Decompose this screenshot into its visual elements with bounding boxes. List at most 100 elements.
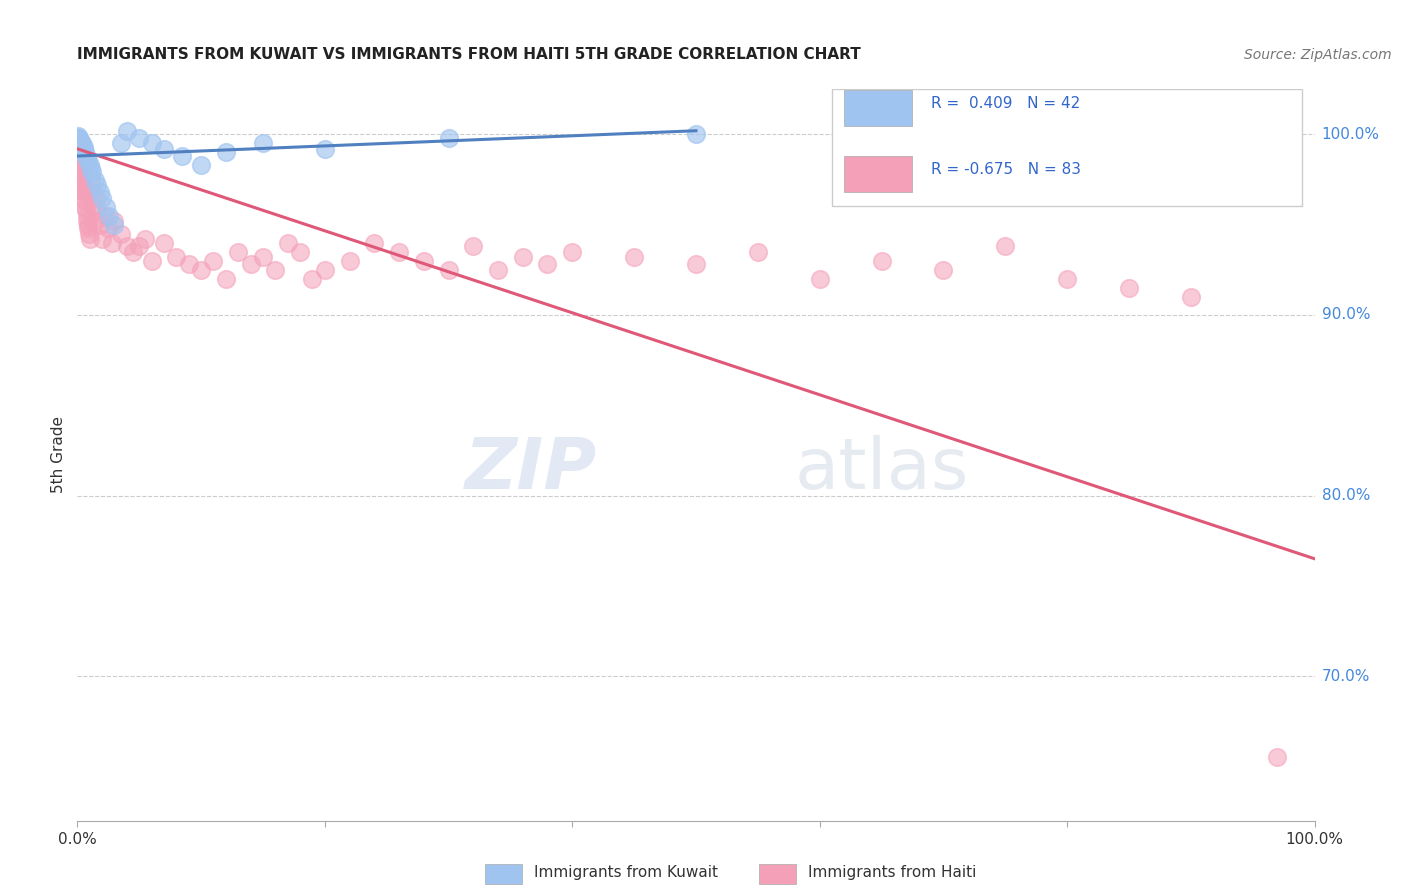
Point xyxy=(66,131,89,145)
Text: R =  0.409   N = 42: R = 0.409 N = 42 xyxy=(931,96,1080,112)
Point xyxy=(70,140,93,154)
Point xyxy=(134,232,156,246)
Point xyxy=(412,253,434,268)
Point xyxy=(141,136,163,151)
Point xyxy=(288,244,311,259)
Text: Immigrants from Haiti: Immigrants from Haiti xyxy=(808,865,977,880)
Point xyxy=(1118,281,1140,295)
Text: ZIP: ZIP xyxy=(465,435,598,504)
Point xyxy=(1056,272,1078,286)
Point xyxy=(512,250,534,264)
Point xyxy=(932,262,955,277)
Point xyxy=(84,190,107,204)
Point xyxy=(83,214,105,228)
Point xyxy=(69,156,91,170)
Text: IMMIGRANTS FROM KUWAIT VS IMMIGRANTS FROM HAITI 5TH GRADE CORRELATION CHART: IMMIGRANTS FROM KUWAIT VS IMMIGRANTS FRO… xyxy=(77,47,860,62)
Point xyxy=(83,172,105,186)
Point xyxy=(1267,750,1289,764)
Point xyxy=(486,262,509,277)
Point xyxy=(77,227,100,241)
Point xyxy=(67,133,90,147)
Point xyxy=(103,218,125,232)
Point xyxy=(165,250,187,264)
Point xyxy=(561,244,583,259)
Point xyxy=(314,142,336,156)
Point xyxy=(215,145,238,160)
Point xyxy=(91,232,114,246)
Point xyxy=(67,138,90,153)
Point xyxy=(72,183,94,197)
Point xyxy=(69,151,91,165)
Point xyxy=(72,138,94,153)
Point xyxy=(77,221,100,235)
Point xyxy=(72,140,94,154)
Point xyxy=(67,140,90,154)
Point xyxy=(79,232,101,246)
Point xyxy=(70,161,93,176)
Point xyxy=(75,200,97,214)
Point xyxy=(252,250,274,264)
Point xyxy=(437,262,460,277)
Point xyxy=(994,239,1017,253)
Point xyxy=(128,131,150,145)
Point xyxy=(141,253,163,268)
Point xyxy=(82,200,104,214)
Point xyxy=(76,151,98,165)
Point xyxy=(388,244,411,259)
FancyBboxPatch shape xyxy=(845,90,912,126)
Point xyxy=(623,250,645,264)
Point xyxy=(82,185,104,199)
Point xyxy=(215,272,238,286)
Point xyxy=(72,142,94,156)
Point xyxy=(202,253,225,268)
Point xyxy=(177,257,200,271)
Point xyxy=(77,154,100,169)
Point xyxy=(72,179,94,194)
Point xyxy=(239,257,262,271)
Point xyxy=(69,136,91,151)
Point xyxy=(67,145,90,160)
Point xyxy=(98,209,121,223)
FancyBboxPatch shape xyxy=(832,89,1302,206)
Point xyxy=(301,272,323,286)
Point xyxy=(252,136,274,151)
Point xyxy=(685,257,707,271)
Point xyxy=(70,169,93,183)
Point xyxy=(93,209,115,223)
Point xyxy=(72,185,94,199)
Point xyxy=(190,158,212,172)
Point xyxy=(79,158,101,172)
Point xyxy=(73,190,96,204)
Point xyxy=(69,153,91,167)
Point xyxy=(277,235,299,250)
Point xyxy=(73,194,96,209)
Text: Source: ZipAtlas.com: Source: ZipAtlas.com xyxy=(1244,48,1392,62)
Point xyxy=(101,235,124,250)
Point xyxy=(75,203,97,218)
Text: 70.0%: 70.0% xyxy=(1322,669,1369,683)
Text: 100.0%: 100.0% xyxy=(1322,127,1379,142)
Point xyxy=(76,218,98,232)
Point xyxy=(67,142,90,156)
Point xyxy=(97,221,120,235)
Point xyxy=(69,136,91,151)
Point xyxy=(86,178,108,192)
Point xyxy=(314,262,336,277)
Point xyxy=(70,165,93,179)
Point xyxy=(94,200,117,214)
Point xyxy=(80,161,103,176)
Point xyxy=(153,142,176,156)
Point xyxy=(128,239,150,253)
Point xyxy=(72,176,94,190)
Point xyxy=(747,244,769,259)
Point xyxy=(115,124,138,138)
FancyBboxPatch shape xyxy=(845,156,912,192)
Text: 90.0%: 90.0% xyxy=(1322,308,1369,322)
Point xyxy=(69,135,91,149)
Point xyxy=(70,158,93,172)
Point xyxy=(66,136,89,151)
Point xyxy=(72,172,94,186)
Point xyxy=(437,131,460,145)
Y-axis label: 5th Grade: 5th Grade xyxy=(51,417,66,493)
Point xyxy=(75,149,97,163)
